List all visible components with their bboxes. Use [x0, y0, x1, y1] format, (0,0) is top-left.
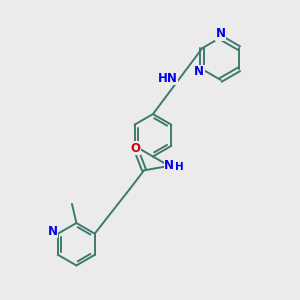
Text: N: N: [48, 225, 58, 238]
Text: H: H: [175, 162, 184, 172]
Text: N: N: [216, 28, 226, 40]
Text: O: O: [130, 142, 140, 155]
Text: N: N: [194, 65, 204, 78]
Text: N: N: [164, 159, 174, 172]
Text: HN: HN: [158, 72, 177, 85]
